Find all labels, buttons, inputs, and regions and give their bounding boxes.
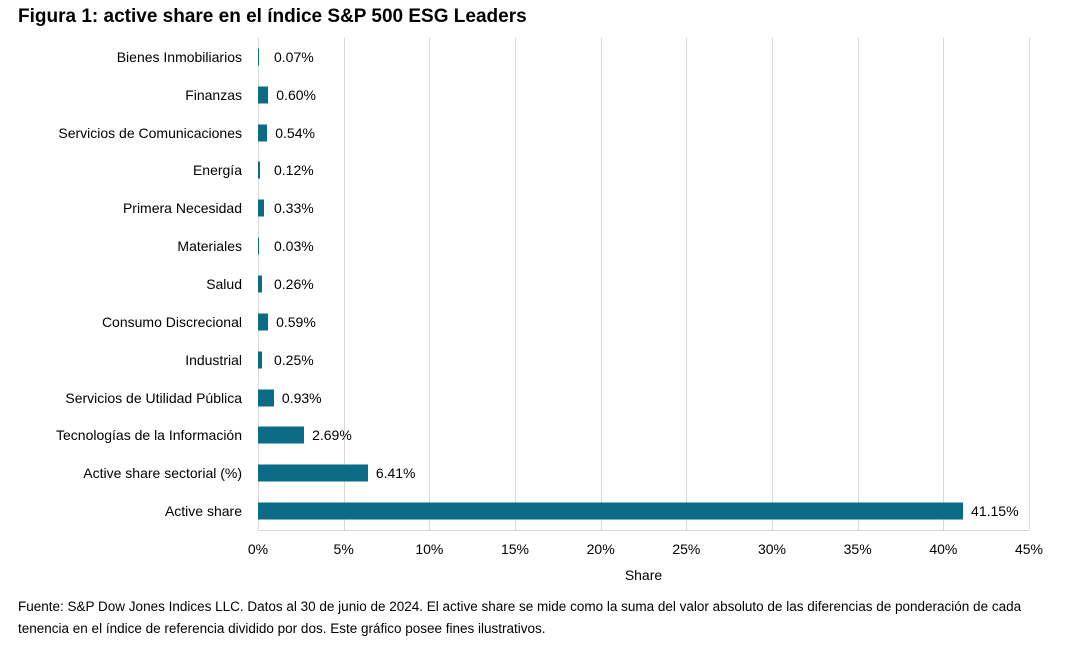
chart-row: Servicios de Comunicaciones 0.54% (58, 114, 1029, 152)
x-tick-label: 45% (1014, 541, 1044, 557)
x-axis-title: Share (624, 567, 663, 583)
value-label: 0.59% (276, 313, 316, 330)
value-label: 2.69% (312, 427, 352, 444)
value-label: 0.07% (274, 48, 314, 65)
category-label: Active share sectorial (%) (83, 465, 242, 482)
bar (258, 426, 305, 444)
chart-row: Energía 0.12% (193, 152, 1029, 190)
category-label: Energía (192, 162, 242, 179)
bar (258, 313, 269, 331)
category-label: Tecnologías de la Información (56, 427, 242, 444)
x-tick-label: 20% (586, 541, 615, 557)
category-label: Industrial (185, 351, 242, 368)
value-label: 0.12% (274, 162, 314, 179)
figure-title: Figura 1: active share en el índice S&P … (18, 6, 527, 27)
chart-row: Primera Necesidad 0.33% (123, 189, 1029, 227)
chart-row: Industrial 0.25% (185, 341, 1029, 379)
bar (258, 48, 260, 66)
value-label: 6.41% (375, 465, 416, 482)
gridline (600, 38, 602, 530)
category-label: Salud (206, 275, 242, 292)
x-tick-label: 5% (333, 541, 354, 557)
category-label: Primera Necesidad (122, 200, 242, 217)
category-label: Consumo Discrecional (101, 313, 242, 330)
x-tick-label: 25% (672, 541, 701, 557)
value-label: 41.15% (971, 503, 1019, 520)
value-label: 0.93% (281, 389, 322, 406)
gridline (343, 38, 345, 530)
gridline (857, 38, 859, 530)
chart-row: Consumo Discrecional 0.59% (102, 303, 1029, 341)
x-tick-label: 0% (247, 541, 269, 557)
bar (258, 161, 261, 179)
value-label: 0.54% (275, 124, 315, 141)
bar (258, 351, 263, 369)
bar (258, 502, 964, 520)
category-label: Servicios de Comunicaciones (58, 124, 242, 141)
gridline (429, 38, 431, 530)
x-tick-label: 15% (500, 541, 529, 557)
value-label: 0.26% (274, 275, 314, 292)
gridline (1029, 38, 1030, 530)
plot-area: Bienes Inmobiliarios 0.07% Finanzas 0.60% Se… (56, 38, 1030, 531)
value-label: 0.03% (274, 238, 314, 255)
x-tick-label: 40% (929, 541, 958, 557)
x-tick-label: 30% (757, 541, 786, 557)
category-label: Bienes Inmobiliarios (116, 48, 242, 65)
category-label: Servicios de Utilidad Pública (65, 389, 242, 406)
category-label: Active share (164, 503, 242, 520)
gridline (514, 38, 516, 530)
bar (258, 389, 274, 407)
gridline (771, 38, 773, 530)
chart-row: Materiales 0.03% (177, 227, 1029, 265)
chart-row: Servicios de Utilidad Pública 0.93% (65, 379, 1029, 417)
value-label: 0.33% (274, 200, 314, 217)
x-tick-label: 10% (415, 541, 444, 557)
bar-rows: Bienes Inmobiliarios 0.07% Finanzas 0.60% Se… (56, 38, 1029, 530)
bar-chart: Bienes Inmobiliarios 0.07% Finanzas 0.60% Se… (56, 38, 1043, 583)
chart-row: Active share sectorial (%) 6.41% (83, 454, 1029, 492)
bar (258, 275, 263, 293)
bar (258, 199, 264, 217)
x-tick-label: 35% (843, 541, 872, 557)
category-label: Finanzas (185, 86, 242, 103)
bar (258, 464, 368, 482)
source-note: Fuente: S&P Dow Jones Indices LLC. Datos… (18, 599, 1022, 636)
chart-row: Active share 41.15% (165, 492, 1029, 530)
chart-row: Finanzas 0.60% (185, 76, 1029, 114)
bar (258, 124, 268, 142)
chart-row: Bienes Inmobiliarios 0.07% (117, 38, 1029, 76)
bar (258, 237, 259, 255)
category-label: Materiales (177, 238, 242, 255)
x-axis: 0% 5% 10% 15% 20% 25% 30% 35% 40% 45% (248, 541, 1043, 559)
bar (258, 86, 269, 104)
value-label: 0.60% (276, 86, 316, 103)
gridline (943, 38, 945, 530)
chart-row: Tecnologías de la Información 2.69% (56, 416, 1029, 454)
value-label: 0.25% (274, 351, 314, 368)
gridline (686, 38, 688, 530)
chart-row: Salud 0.26% (206, 265, 1029, 303)
